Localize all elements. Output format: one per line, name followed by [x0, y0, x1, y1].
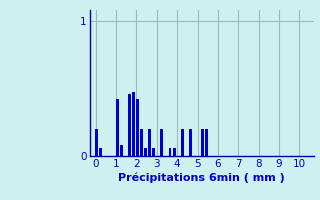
Bar: [120, 145, 123, 156]
Bar: [160, 129, 163, 156]
Bar: [116, 99, 118, 156]
Bar: [128, 94, 131, 156]
Bar: [136, 99, 139, 156]
Bar: [100, 148, 102, 156]
Bar: [144, 148, 147, 156]
Bar: [181, 129, 184, 156]
Bar: [169, 148, 172, 156]
Bar: [173, 148, 176, 156]
Bar: [95, 129, 98, 156]
Bar: [140, 129, 143, 156]
Bar: [132, 92, 135, 156]
Bar: [152, 148, 155, 156]
Bar: [201, 129, 204, 156]
X-axis label: Précipitations 6min ( mm ): Précipitations 6min ( mm ): [118, 173, 285, 183]
Bar: [189, 129, 192, 156]
Bar: [148, 129, 151, 156]
Bar: [205, 129, 208, 156]
